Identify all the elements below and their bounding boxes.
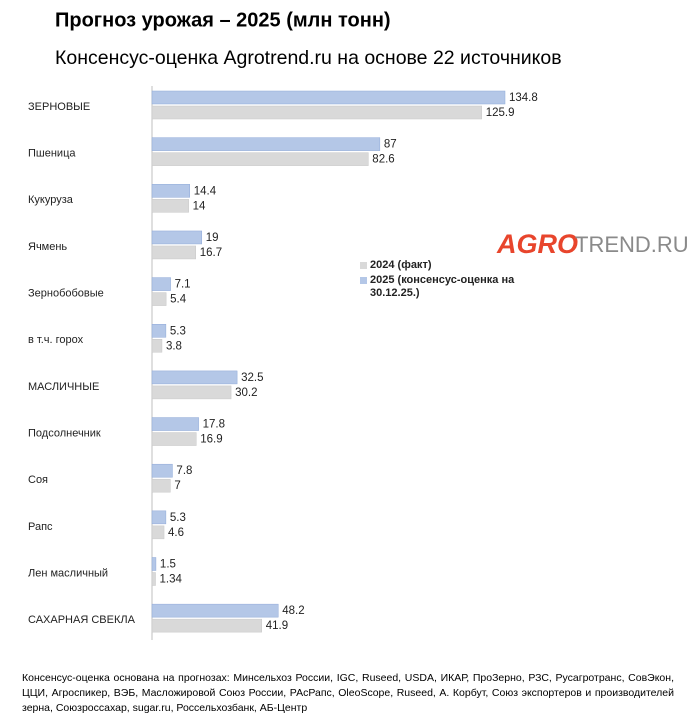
bar <box>151 618 262 633</box>
legend: 2024 (факт) 2025 (консенсус-оценка на 30.… <box>360 259 540 302</box>
value-label: 3.8 <box>166 340 182 352</box>
value-label: 7.1 <box>175 279 191 291</box>
bar <box>151 603 279 618</box>
bar <box>151 557 157 571</box>
legend-item: 2024 (факт) <box>360 259 540 272</box>
value-label: 14.4 <box>194 185 217 197</box>
category-label: ЗЕРНОВЫЕ <box>28 101 90 113</box>
bar <box>151 137 381 151</box>
category-label: в т.ч. горох <box>28 334 84 346</box>
value-label: 82.6 <box>372 154 394 166</box>
bar <box>151 463 173 478</box>
category-label: Ячмень <box>28 241 67 253</box>
value-label: 32.5 <box>241 372 263 384</box>
bar <box>151 184 190 198</box>
category-label: Соя <box>28 474 48 486</box>
value-label: 7 <box>174 480 180 492</box>
value-label: 134.8 <box>509 92 538 104</box>
bar <box>151 105 482 120</box>
bar <box>151 417 199 431</box>
bar <box>151 324 167 338</box>
value-label: 16.9 <box>200 434 222 446</box>
logo-rest: TREND.RU <box>575 232 689 257</box>
value-label: 19 <box>206 232 219 244</box>
category-label: Зернобобовые <box>28 288 104 300</box>
legend-item: 2025 (консенсус-оценка на 30.12.25.) <box>360 274 540 300</box>
category-label: Рапс <box>28 521 53 533</box>
bar <box>151 292 167 306</box>
bar <box>151 245 196 260</box>
value-label: 48.2 <box>282 605 304 617</box>
value-label: 5.4 <box>170 294 187 306</box>
value-label: 4.6 <box>168 527 184 539</box>
value-label: 125.9 <box>486 107 515 119</box>
bar <box>151 385 232 400</box>
category-label: Лен масличный <box>28 567 108 579</box>
value-label: 5.3 <box>170 325 186 337</box>
legend-swatch <box>360 262 367 269</box>
value-label: 16.7 <box>200 247 222 259</box>
bar <box>151 572 156 586</box>
legend-label: 2025 (консенсус-оценка на 30.12.25.) <box>370 274 515 299</box>
value-label: 1.34 <box>160 574 183 586</box>
category-label: Подсолнечник <box>28 427 101 439</box>
legend-label: 2024 (факт) <box>370 259 432 271</box>
value-label: 87 <box>384 139 397 151</box>
bar <box>151 152 369 166</box>
bar <box>151 432 197 446</box>
logo-accent: AGRO <box>496 229 578 259</box>
bar <box>151 230 203 245</box>
value-label: 17.8 <box>203 419 225 431</box>
value-label: 5.3 <box>170 512 186 524</box>
bar <box>151 510 167 525</box>
footnote: Консенсус-оценка основана на прогнозах: … <box>22 672 674 714</box>
bar <box>151 90 506 105</box>
value-label: 7.8 <box>176 465 192 477</box>
category-label: МАСЛИЧНЫЕ <box>28 381 99 393</box>
bar <box>151 199 189 213</box>
chart-title: Прогноз урожая – 2025 (млн тонн) <box>55 9 391 31</box>
value-label: 30.2 <box>235 387 257 399</box>
category-label: Кукуруза <box>28 194 74 206</box>
category-label: САХАРНАЯ СВЕКЛА <box>28 614 136 626</box>
category-label: Пшеница <box>28 148 76 160</box>
chart-subtitle: Консенсус-оценка Agrotrend.ru на основе … <box>55 47 562 69</box>
bar <box>151 339 163 353</box>
value-label: 41.9 <box>266 620 288 632</box>
bar <box>151 277 171 291</box>
legend-swatch <box>360 277 367 284</box>
bar <box>151 370 238 385</box>
bar <box>151 525 165 540</box>
value-label: 14 <box>193 200 206 212</box>
value-label: 1.5 <box>160 559 176 571</box>
bar <box>151 478 171 493</box>
